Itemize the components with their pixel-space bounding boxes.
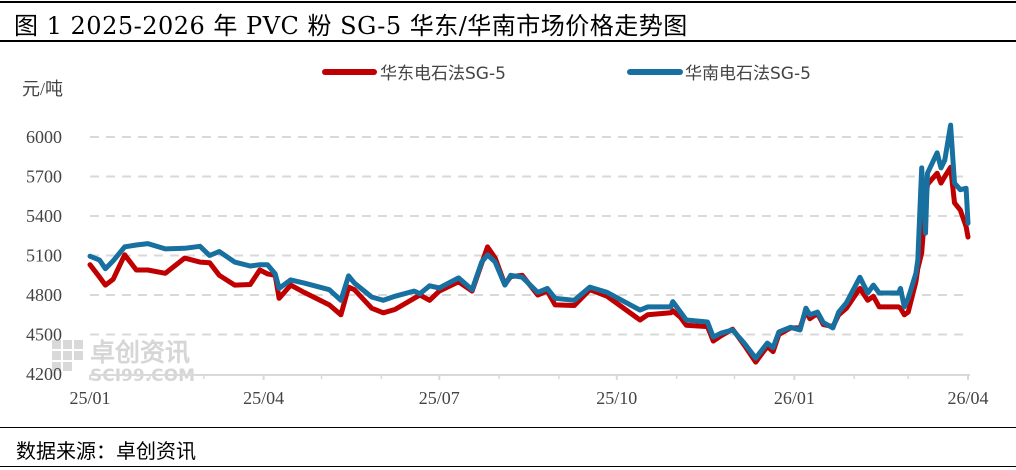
axes: 4200 4500 4800 5100 5400 5700 6000 25/01 25/04 25… xyxy=(26,127,989,408)
x-tick-label: 26/04 xyxy=(947,388,988,408)
x-tick-label: 25/01 xyxy=(69,388,110,408)
series-line-south xyxy=(87,122,971,361)
watermark: 卓创资讯 SCI99.COM xyxy=(52,338,195,386)
line-chart: 卓创资讯 SCI99.COM 4200 4500 4800 5100 5400 5700 6… xyxy=(22,64,989,408)
y-tick-label: 4200 xyxy=(26,364,62,384)
legend-label-south: 华南电石法SG-5 xyxy=(685,64,811,84)
footer-bottom-rule xyxy=(0,466,1016,467)
y-tick-label: 6000 xyxy=(26,127,62,147)
x-tick-label: 25/07 xyxy=(419,388,460,408)
series-lines xyxy=(87,122,971,365)
legend-label-east: 华东电石法SG-5 xyxy=(380,64,506,84)
watermark-name: 卓创资讯 xyxy=(90,338,190,367)
x-tick-label: 25/10 xyxy=(596,388,637,408)
y-tick-label: 4800 xyxy=(26,285,62,305)
y-tick-label: 5700 xyxy=(26,167,62,187)
y-axis-unit: 元/吨 xyxy=(22,79,63,99)
y-tick-label: 4500 xyxy=(26,325,62,345)
chart-title: 图 1 2025-2026 年 PVC 粉 SG-5 华东/华南市场价格走势图 xyxy=(14,12,688,40)
x-tick-label: 26/01 xyxy=(774,388,815,408)
y-tick-label: 5400 xyxy=(26,206,62,226)
legend: 华东电石法SG-5 华南电石法SG-5 xyxy=(322,64,811,84)
series-line-east xyxy=(87,164,971,365)
x-tick-label: 25/04 xyxy=(243,388,284,408)
title-bottom-rule xyxy=(0,40,1016,42)
title-top-rule xyxy=(0,1,1016,3)
gridlines xyxy=(90,136,968,336)
source-note: 数据来源：卓创资讯 xyxy=(16,439,196,463)
footer-top-rule xyxy=(0,427,1016,428)
y-tick-label: 5100 xyxy=(26,246,62,266)
